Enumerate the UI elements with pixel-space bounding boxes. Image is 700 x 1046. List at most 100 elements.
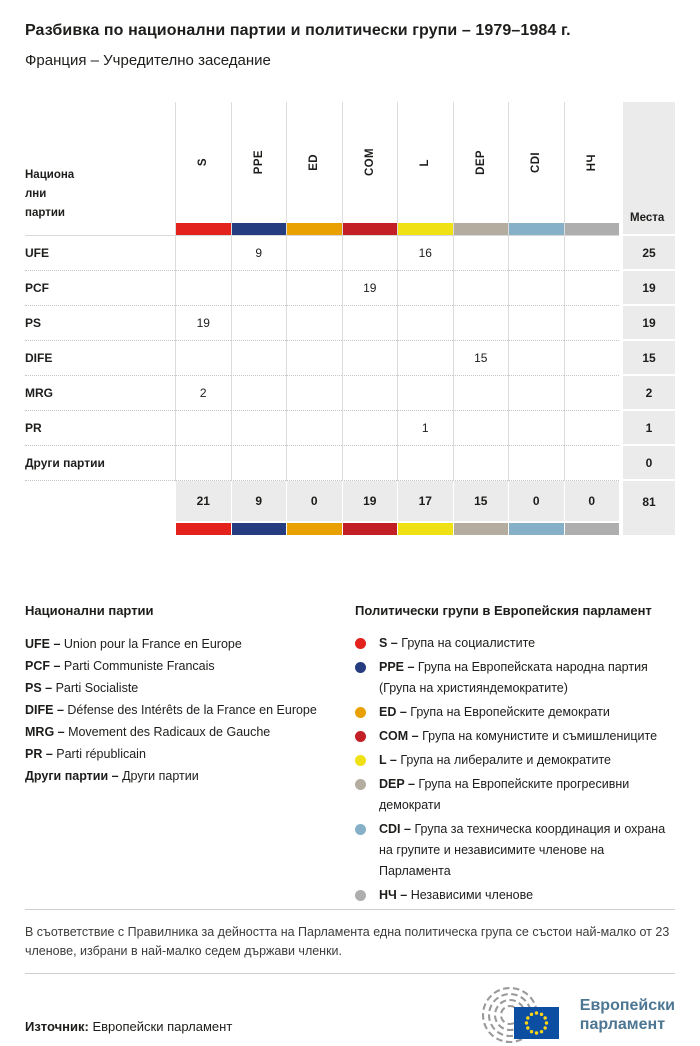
cell-CDI: [508, 236, 564, 271]
group-legend-abbr: НЧ –: [379, 888, 411, 902]
ep-logo-text: Европейски парламент: [580, 996, 675, 1034]
cell-НЧ: [563, 341, 619, 376]
source-value: Европейски парламент: [92, 1019, 233, 1034]
cell-seats: 2: [623, 376, 675, 411]
page-title: Разбивка по национални партии и политиче…: [25, 22, 571, 39]
column-header-CDI: CDI: [508, 102, 564, 236]
table-row: PR 1 1: [25, 411, 675, 446]
group-color-bar: [398, 223, 453, 235]
total-ED: 0: [286, 481, 342, 523]
group-legend-text: ED – Група на Европейските демократи: [379, 702, 669, 723]
cell-L: 1: [397, 411, 453, 446]
cell-НЧ: [563, 306, 619, 341]
group-legend-name: Група на либералите и демократите: [400, 753, 611, 767]
group-legend-item: DEP – Група на Европейските прогресивни …: [355, 774, 675, 816]
party-legend-item: Други партии – Други партии: [25, 765, 355, 787]
totals-row: 21 9 0 19 17 15 0 0 81: [25, 481, 675, 523]
group-legend-abbr: S –: [379, 636, 402, 650]
cell-L: [397, 341, 453, 376]
ep-logo: Европейски парламент: [470, 984, 675, 1046]
party-legend-item: PCF – Parti Communiste Francais: [25, 655, 355, 677]
column-header-COM: COM: [341, 102, 398, 236]
seats-column-header: Места: [623, 102, 675, 236]
column-header-НЧ: НЧ: [563, 102, 619, 236]
party-legend-name: Parti Communiste Francais: [63, 659, 215, 673]
seats-table: Национа лни партии S PPE ED COM L DEP CDI НЧ Места U…: [25, 102, 675, 535]
group-color-dot: [355, 731, 366, 742]
cell-COM: [341, 376, 397, 411]
cell-seats: 19: [623, 271, 675, 306]
column-header-label: L: [419, 158, 432, 167]
column-header-label-wrap: COM: [343, 102, 398, 223]
column-header-label: S: [197, 158, 210, 167]
legend-national-parties: Национални партии UFE – Union pour la Fr…: [25, 603, 355, 909]
table-row: UFE 9 16 25: [25, 236, 675, 271]
table-header-row: Национа лни партии S PPE ED COM L DEP CDI НЧ Места: [25, 102, 675, 236]
cell-L: [397, 376, 453, 411]
total-L: 17: [397, 481, 453, 523]
group-legend-abbr: COM –: [379, 729, 423, 743]
row-header-line: Национа: [25, 169, 75, 181]
table-row: DIFE 15 15: [25, 341, 675, 376]
party-legend-abbr: PS –: [25, 681, 56, 695]
cell-COM: [341, 341, 397, 376]
group-legend-abbr: ED –: [379, 705, 411, 719]
cell-COM: [341, 306, 397, 341]
cell-ED: [286, 376, 342, 411]
group-color-dot: [355, 890, 366, 901]
column-header-L: L: [397, 102, 453, 236]
totals-empty-label: [25, 481, 175, 523]
total-НЧ: 0: [563, 481, 619, 523]
party-legend-abbr: DIFE –: [25, 703, 68, 717]
column-header-label-wrap: ED: [287, 102, 342, 223]
total-DEP: 15: [452, 481, 508, 523]
total-seats: 81: [623, 481, 675, 523]
group-legend-text: CDI – Група за техническа координация и …: [379, 819, 669, 882]
party-legend-abbr: PCF –: [25, 659, 64, 673]
cell-CDI: [508, 271, 564, 306]
bottom-bar-L: [397, 523, 453, 535]
column-header-PPE: PPE: [230, 102, 287, 236]
cell-seats: 1: [623, 411, 675, 446]
cell-CDI: [508, 446, 564, 481]
total-PPE: 9: [230, 481, 286, 523]
group-legend-text: PPE – Група на Европейската народна парт…: [379, 657, 669, 699]
group-legend-text: S – Група на социалистите: [379, 633, 669, 654]
column-header-label-wrap: PPE: [232, 102, 287, 223]
party-label: Други партии: [25, 446, 175, 481]
column-header-label-wrap: L: [398, 102, 453, 223]
party-legend-abbr: PR –: [25, 747, 57, 761]
party-legend-name: Défense des Intérêts de la France en Eur…: [67, 703, 317, 717]
party-legend-name: Други партии: [122, 769, 199, 783]
table-row: Други партии 0: [25, 446, 675, 481]
group-color-dot: [355, 824, 366, 835]
total-S: 21: [175, 481, 231, 523]
cell-S: [175, 341, 231, 376]
ep-logo-line2: парламент: [579, 1016, 666, 1033]
source-row: Източник: Европейски парламент Европейск…: [25, 984, 675, 1046]
party-label: PCF: [25, 271, 175, 306]
bottom-bar-S: [175, 523, 231, 535]
group-legend-abbr: DEP –: [379, 777, 419, 791]
group-color-dot: [355, 638, 366, 649]
bottom-bar-DEP: [452, 523, 508, 535]
cell-НЧ: [563, 236, 619, 271]
party-legend-item: PS – Parti Socialiste: [25, 677, 355, 699]
table-row: PCF 19 19: [25, 271, 675, 306]
group-color-bar: [287, 223, 342, 235]
cell-L: [397, 271, 453, 306]
party-legend-item: PR – Parti républicain: [25, 743, 355, 765]
group-color-bar: [342, 223, 397, 235]
group-legend-item: НЧ – Независими членове: [355, 885, 675, 906]
group-legend-name: Група на Европейските демократи: [410, 705, 610, 719]
cell-PPE: [230, 446, 286, 481]
party-legend-name: Movement des Radicaux de Gauche: [68, 725, 271, 739]
cell-CDI: [508, 306, 564, 341]
group-color-bar: [231, 223, 286, 235]
group-color-dot: [355, 755, 366, 766]
seats-column-header-label: Места: [630, 212, 665, 224]
cell-CDI: [508, 411, 564, 446]
row-header-label: Национа лни партии: [25, 102, 175, 236]
row-header-line: партии: [25, 207, 65, 219]
group-legend-text: НЧ – Независими членове: [379, 885, 669, 906]
